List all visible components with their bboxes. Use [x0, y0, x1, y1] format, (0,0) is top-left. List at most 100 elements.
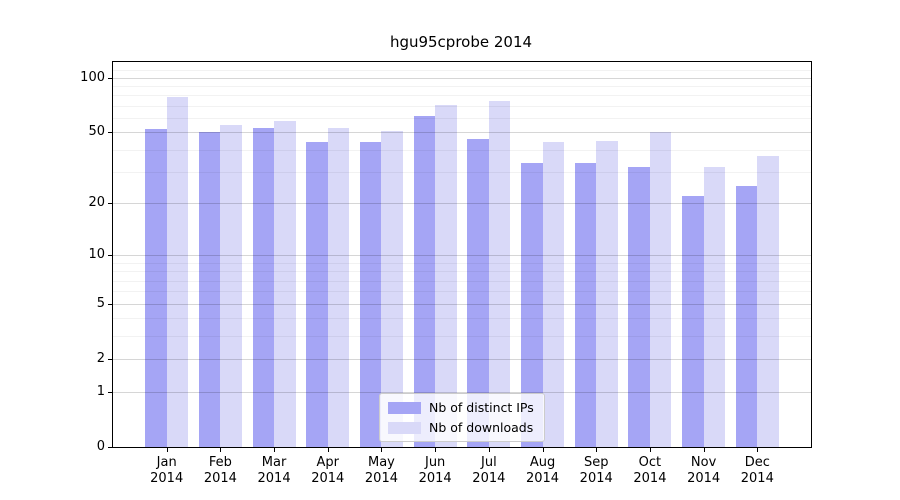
bar-jun-distinct-ips	[413, 115, 436, 447]
legend-label-downloads: Nb of downloads	[429, 420, 534, 435]
x-tick-nov	[703, 448, 705, 452]
y-tick-label-2: 2	[96, 351, 105, 367]
y-tick-label-50: 50	[88, 124, 105, 140]
bar-mar-downloads	[274, 120, 296, 447]
gridline-minor-90	[113, 86, 811, 88]
x-tick-label-jan: Jan 2014	[137, 455, 197, 487]
x-tick-year: 2014	[311, 471, 345, 486]
legend: Nb of distinct IPs Nb of downloads	[379, 393, 545, 442]
x-tick-label-jul: Jul 2014	[459, 455, 519, 487]
bar-jun-downloads	[435, 104, 457, 447]
bar-aug-downloads	[542, 142, 565, 447]
bar-mar-distinct-ips	[252, 127, 275, 447]
bar-sep-distinct-ips	[574, 162, 597, 447]
y-tick-5	[108, 303, 112, 305]
x-tick-month: Nov	[690, 455, 717, 470]
gridline-minor-80	[113, 95, 811, 97]
y-tick-label-20: 20	[88, 195, 105, 211]
x-tick-year: 2014	[687, 471, 721, 486]
x-tick-year: 2014	[579, 471, 613, 486]
x-tick-label-apr: Apr 2014	[298, 455, 358, 487]
bar-apr-downloads	[327, 127, 350, 447]
legend-row-downloads: Nb of downloads	[388, 420, 534, 435]
legend-swatch-distinct-ips	[388, 401, 421, 414]
y-tick-100	[108, 77, 112, 79]
y-tick-2	[108, 359, 112, 361]
x-tick-year: 2014	[418, 471, 452, 486]
y-tick-label-1: 1	[96, 383, 105, 399]
bar-dec-distinct-ips	[735, 186, 758, 447]
y-tick-0	[108, 447, 112, 448]
y-tick-1	[108, 391, 112, 393]
x-tick-feb	[220, 448, 222, 452]
x-tick-year: 2014	[257, 471, 291, 486]
gridline-major-100	[113, 77, 811, 79]
y-tick-label-5: 5	[96, 295, 105, 311]
x-tick-dec	[757, 448, 759, 452]
legend-row-distinct-ips: Nb of distinct IPs	[388, 400, 534, 415]
bar-oct-downloads	[649, 132, 672, 447]
x-tick-month: Apr	[316, 455, 340, 470]
gridline-minor-60	[113, 118, 811, 120]
bar-sep-downloads	[596, 140, 618, 447]
x-tick-year: 2014	[203, 471, 237, 486]
bar-jul-distinct-ips	[467, 138, 489, 447]
x-tick-sep	[596, 448, 598, 452]
gridline-minor-70	[113, 105, 811, 107]
bar-jan-downloads	[166, 97, 189, 447]
gridline-minor-110	[113, 70, 811, 72]
x-tick-aug	[542, 448, 544, 452]
bar-feb-distinct-ips	[198, 132, 221, 447]
x-tick-label-may: May 2014	[351, 455, 411, 487]
bar-feb-downloads	[220, 124, 242, 447]
x-tick-month: Dec	[744, 455, 770, 470]
x-tick-label-dec: Dec 2014	[727, 455, 787, 487]
x-tick-label-aug: Aug 2014	[513, 455, 573, 487]
bar-oct-distinct-ips	[628, 167, 650, 447]
x-tick-label-oct: Oct 2014	[620, 455, 680, 487]
y-tick-10	[108, 255, 112, 257]
x-tick-label-sep: Sep 2014	[566, 455, 626, 487]
x-tick-year: 2014	[472, 471, 506, 486]
x-tick-label-mar: Mar 2014	[244, 455, 304, 487]
y-tick-50	[108, 132, 112, 134]
x-tick-apr	[327, 448, 329, 452]
legend-label-distinct-ips: Nb of distinct IPs	[429, 400, 534, 415]
x-tick-month: Mar	[261, 455, 287, 470]
x-tick-jan	[166, 448, 168, 452]
x-tick-label-feb: Feb 2014	[190, 455, 250, 487]
bar-aug-distinct-ips	[521, 162, 543, 447]
x-tick-jul	[488, 448, 490, 452]
y-tick-label-0: 0	[96, 439, 105, 454]
bar-nov-distinct-ips	[682, 196, 704, 447]
y-tick-20	[108, 203, 112, 205]
x-tick-month: Feb	[208, 455, 232, 470]
x-tick-year: 2014	[740, 471, 774, 486]
plot-area: Nb of distinct IPs Nb of downloads 0 1 2 5 1…	[80, 61, 812, 486]
x-tick-mar	[274, 448, 276, 452]
x-tick-month: Jan	[156, 455, 177, 470]
bar-may-distinct-ips	[359, 142, 382, 447]
bar-jan-distinct-ips	[145, 129, 167, 447]
x-tick-year: 2014	[525, 471, 560, 486]
x-tick-year: 2014	[633, 471, 667, 486]
x-tick-jun	[435, 448, 437, 452]
x-tick-label-jun: Jun 2014	[405, 455, 465, 487]
chart-title: hgu95cprobe 2014	[389, 33, 533, 51]
x-tick-month: Jun	[424, 455, 446, 470]
x-tick-may	[381, 448, 383, 452]
bar-nov-downloads	[703, 167, 726, 447]
x-tick-month: Aug	[529, 455, 556, 470]
legend-swatch-downloads	[388, 421, 421, 434]
x-tick-month: Oct	[638, 455, 662, 470]
bar-dec-downloads	[757, 155, 779, 447]
x-tick-year: 2014	[150, 471, 184, 486]
bar-may-downloads	[381, 130, 403, 447]
x-tick-month: May	[368, 455, 395, 470]
y-tick-label-10: 10	[88, 247, 105, 263]
x-tick-year: 2014	[364, 471, 398, 486]
y-tick-label-100: 100	[80, 69, 105, 85]
x-tick-month: Jul	[481, 455, 497, 470]
x-tick-oct	[649, 448, 651, 452]
